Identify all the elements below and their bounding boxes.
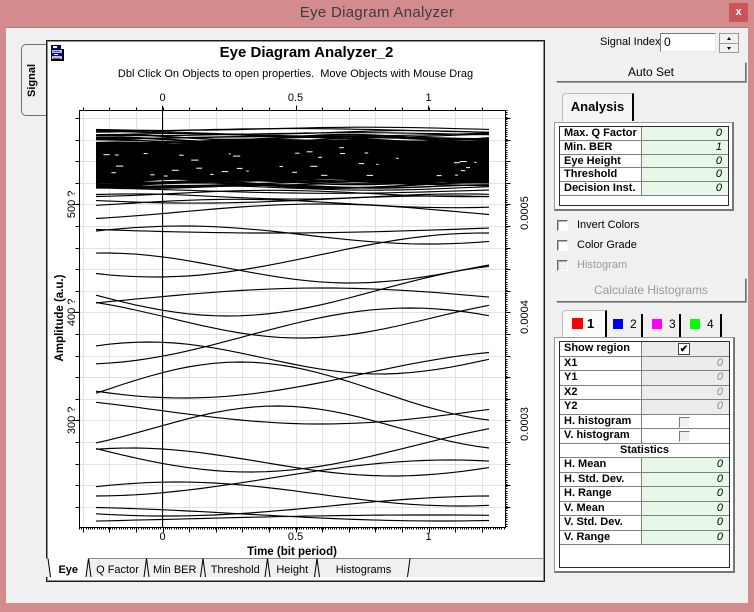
svg-text:400 ?: 400 ? bbox=[66, 299, 78, 327]
svg-text:Histograms: Histograms bbox=[336, 564, 392, 576]
svg-text:0.0003: 0.0003 bbox=[519, 407, 531, 441]
svg-text:Height: Height bbox=[276, 564, 308, 576]
svg-text:Amplitude (a.u.): Amplitude (a.u.) bbox=[54, 274, 66, 361]
svg-text:300 ?: 300 ? bbox=[66, 407, 78, 435]
svg-text:Time (bit period): Time (bit period) bbox=[247, 546, 337, 558]
svg-text:Threshold: Threshold bbox=[211, 564, 260, 576]
svg-text:0: 0 bbox=[159, 531, 165, 543]
svg-text:1: 1 bbox=[425, 531, 431, 543]
svg-text:0: 0 bbox=[159, 92, 165, 104]
svg-text:0.0004: 0.0004 bbox=[519, 300, 531, 334]
svg-text:Eye: Eye bbox=[58, 564, 78, 576]
svg-text:1: 1 bbox=[425, 92, 431, 104]
svg-text:500 ?: 500 ? bbox=[66, 191, 78, 219]
svg-text:0.0005: 0.0005 bbox=[519, 196, 531, 230]
svg-text:Min BER: Min BER bbox=[153, 564, 196, 576]
svg-text:0.5: 0.5 bbox=[288, 531, 303, 543]
svg-text:0.5: 0.5 bbox=[288, 92, 303, 104]
svg-text:Q Factor: Q Factor bbox=[96, 564, 139, 576]
